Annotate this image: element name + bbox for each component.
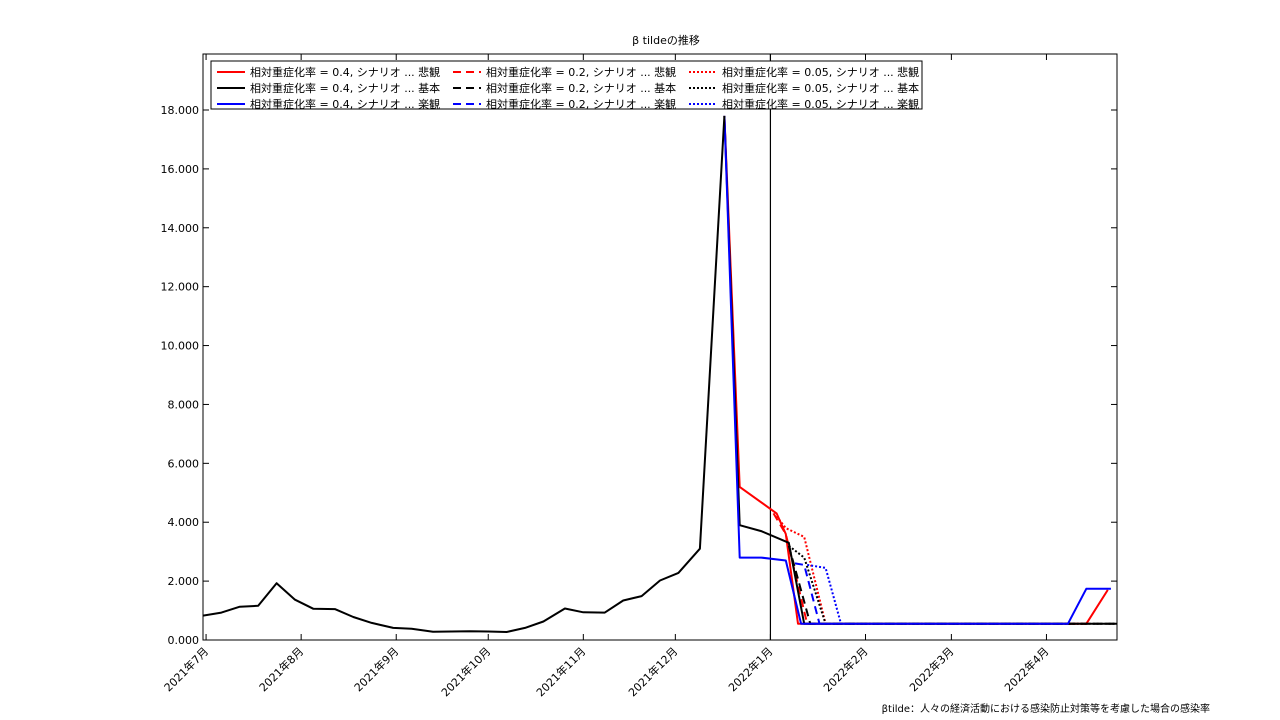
y-tick-label: 16.000 <box>161 163 200 176</box>
legend-label: 相対重症化率 = 0.4, シナリオ ... 楽観 <box>250 97 440 111</box>
x-tick-label: 2021年7月 <box>161 644 211 694</box>
series-line-3 <box>775 515 1087 625</box>
footnote: βtilde：人々の経済活動における感染防止対策等を考慮した場合の感染率 <box>882 702 1210 715</box>
chart-title: β tildeの推移 <box>632 33 700 47</box>
x-tick-label: 2021年9月 <box>351 644 401 694</box>
x-tick-label: 2021年10月 <box>438 644 493 699</box>
legend-label: 相対重症化率 = 0.4, シナリオ ... 基本 <box>250 81 440 95</box>
series-line-8 <box>794 562 821 625</box>
x-tick-label: 2022年4月 <box>1001 644 1051 694</box>
series-line-2 <box>772 512 1087 625</box>
y-tick-label: 4.000 <box>168 516 200 529</box>
y-tick-label: 14.000 <box>161 222 200 235</box>
plot-area <box>202 53 1118 641</box>
x-tick-label: 2022年2月 <box>820 644 870 694</box>
y-tick-label: 12.000 <box>161 281 200 294</box>
x-tick-label: 2022年3月 <box>906 644 956 694</box>
y-tick-label: 6.000 <box>168 457 200 470</box>
y-tick-label: 2.000 <box>168 575 200 588</box>
y-axis: 0.000 2.000 4.000 6.000 8.000 10.000 12.000 14.… <box>161 104 1117 647</box>
x-tick-label: 2021年11月 <box>533 644 588 699</box>
legend-label: 相対重症化率 = 0.2, シナリオ ... 楽観 <box>486 97 676 111</box>
y-tick-label: 18.000 <box>161 104 200 117</box>
legend-label: 相対重症化率 = 0.05, シナリオ ... 基本 <box>722 81 919 95</box>
series-line-6 <box>788 545 1117 625</box>
series-line-9 <box>807 563 842 625</box>
x-tick-label: 2021年12月 <box>625 644 680 699</box>
history-line <box>203 115 726 633</box>
x-tick-label: 2021年8月 <box>256 644 306 694</box>
y-tick-label: 10.000 <box>161 340 200 353</box>
y-tick-label: 8.000 <box>168 398 200 411</box>
legend: 相対重症化率 = 0.4, シナリオ ... 悲観相対重症化率 = 0.2, シ… <box>210 60 923 111</box>
series-line-7 <box>723 115 1111 625</box>
y-tick-label: 0.000 <box>168 634 200 647</box>
legend-label: 相対重症化率 = 0.05, シナリオ ... 楽観 <box>722 97 919 111</box>
x-axis: 2021年7月 2021年8月 2021年9月 2021年10月 2021年11月 202… <box>161 54 1052 699</box>
legend-label: 相対重症化率 = 0.2, シナリオ ... 基本 <box>486 81 676 95</box>
series-lines <box>203 54 1117 640</box>
legend-label: 相対重症化率 = 0.2, シナリオ ... 悲観 <box>486 65 676 79</box>
x-tick-label: 2022年1月 <box>725 644 775 694</box>
series-line-1 <box>723 115 1109 625</box>
series-line-4 <box>723 115 1117 625</box>
legend-label: 相対重症化率 = 0.05, シナリオ ... 悲観 <box>722 65 919 79</box>
legend-label: 相対重症化率 = 0.4, シナリオ ... 悲観 <box>250 65 440 79</box>
legend-box <box>210 60 923 110</box>
